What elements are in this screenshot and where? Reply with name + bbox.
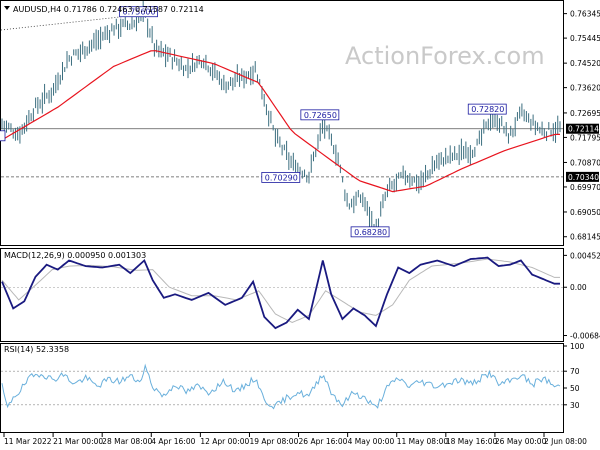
time-tick-label: 28 Mar 08:00 bbox=[102, 437, 152, 446]
price-tick-label: 0.70870 bbox=[570, 158, 600, 167]
price-callout-label: 0.75600 bbox=[123, 8, 156, 17]
price-callout-box bbox=[119, 6, 158, 18]
price-tick-label: 0.73620 bbox=[570, 84, 600, 93]
rsi-panel-frame bbox=[0, 343, 564, 433]
price-tick-label: 0.69970 bbox=[570, 183, 600, 192]
price-callout-box bbox=[261, 172, 301, 183]
price-callout-box bbox=[0, 130, 6, 142]
price-tag-label: 0.72114 bbox=[568, 125, 599, 134]
rsi-tick-label: 30 bbox=[570, 401, 580, 410]
rsi-label: RSI(14) 52.3358 bbox=[4, 345, 69, 354]
time-tick-label: 18 May 16:00 bbox=[446, 437, 498, 446]
time-tick-label: 26 Apr 16:00 bbox=[299, 437, 348, 446]
price-callout-box bbox=[467, 103, 507, 115]
macd-tick-label: 0.00 bbox=[570, 283, 587, 292]
macd-tick-label: 0.004522 bbox=[570, 251, 600, 260]
macd-tick-label: -0.006848 bbox=[570, 332, 600, 341]
time-tick-label: 12 Apr 00:00 bbox=[200, 437, 249, 446]
price-tick-label: 0.69050 bbox=[570, 208, 600, 217]
rsi-tick-label: 100 bbox=[570, 342, 585, 351]
watermark: ActionForex.com bbox=[345, 42, 545, 70]
macd-label: MACD(12,26,9) 0.000950 0.001303 bbox=[4, 251, 146, 260]
price-callout-label: 0.72820 bbox=[471, 105, 504, 114]
macd-chart[interactable] bbox=[1, 256, 563, 330]
macd-signal-line bbox=[1, 258, 560, 324]
price-tag-background bbox=[566, 171, 599, 182]
moving-average-line bbox=[1, 50, 560, 193]
symbol-dropdown-icon[interactable] bbox=[4, 6, 10, 10]
price-callout-box bbox=[300, 109, 340, 121]
time-tick-label: 19 Apr 08:00 bbox=[249, 437, 298, 446]
price-tick-label: 0.71795 bbox=[570, 133, 600, 142]
price-callout-label: 0.72650 bbox=[304, 111, 337, 120]
price-tick-label: 0.76345 bbox=[570, 10, 600, 19]
time-tick-label: 21 Mar 00:00 bbox=[53, 437, 103, 446]
macd-line bbox=[1, 256, 560, 330]
price-callout-box bbox=[350, 226, 390, 238]
time-tick-label: 2 Jun 08:00 bbox=[544, 437, 587, 446]
axes: 0.76345 0.75445 0.74520 0.73620 0.72695 0.717… bbox=[3, 10, 600, 446]
macd-panel-frame bbox=[0, 248, 564, 342]
symbol-label: AUDUSD,H4 0.71786 0.72463 0.71587 0.7211… bbox=[13, 5, 204, 14]
rsi-tick-label: 50 bbox=[570, 384, 580, 393]
price-tick-label: 0.68145 bbox=[570, 233, 600, 242]
price-chart[interactable]: 0.72114 0.70340 0.75600 0.72650 0.70290 0.682… bbox=[0, 1, 599, 238]
rsi-line bbox=[1, 363, 561, 410]
price-tick-label: 0.75445 bbox=[570, 34, 600, 43]
time-tick-label: 26 May 00:00 bbox=[495, 437, 547, 446]
price-callout-label: 0.68280 bbox=[354, 228, 387, 237]
price-tag-background bbox=[566, 123, 599, 134]
time-tick-label: 11 Mar 2022 bbox=[4, 437, 52, 446]
time-tick-label: 11 May 08:00 bbox=[397, 437, 449, 446]
price-panel-frame bbox=[0, 0, 564, 246]
time-tick-label: 4 May 00:00 bbox=[348, 437, 395, 446]
price-tick-label: 0.72695 bbox=[570, 109, 600, 118]
trend-line bbox=[0, 14, 139, 31]
rsi-tick-label: 70 bbox=[570, 367, 580, 376]
price-tick-label: 0.74520 bbox=[570, 59, 600, 68]
rsi-chart[interactable] bbox=[1, 363, 563, 410]
price-callout-label: 0.70290 bbox=[265, 173, 298, 182]
time-tick-label: 4 Apr 16:00 bbox=[151, 437, 195, 446]
price-tag-label: 0.70340 bbox=[568, 173, 599, 182]
